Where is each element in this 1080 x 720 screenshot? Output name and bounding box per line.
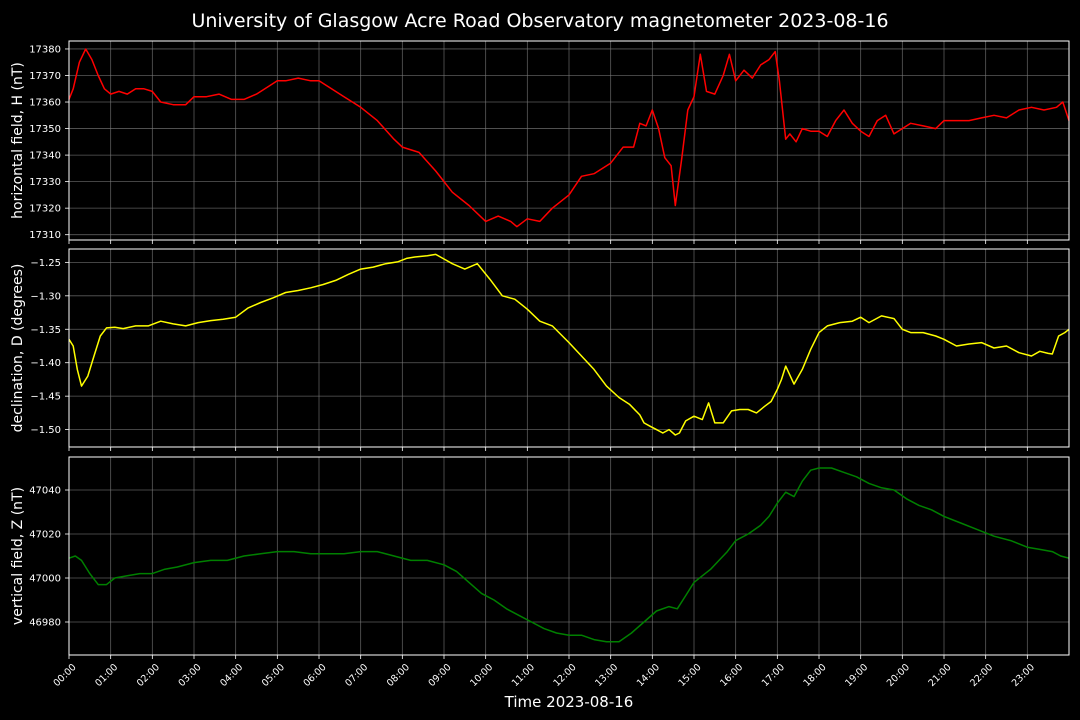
time-tick-label: 15:00	[677, 662, 704, 689]
horizontal-field-ytick-label: 17380	[29, 44, 61, 55]
horizontal-field-panel: 17310 17320 17330 17340 17350 17360 17370 17380…	[10, 40, 1070, 244]
vertical-field-ylabel: vertical field, Z (nT)	[10, 487, 26, 625]
time-tick-label: 13:00	[593, 662, 620, 689]
declination-frame	[68, 248, 1070, 448]
declination-ylabel: declination, D (degrees)	[10, 264, 26, 433]
time-tick-label: 14:00	[635, 662, 662, 689]
declination-ytick-label: −1.35	[30, 325, 61, 336]
time-tick-label: 01:00	[93, 662, 120, 689]
horizontal-field-ylabel: horizontal field, H (nT)	[10, 62, 26, 219]
time-tick-label: 07:00	[343, 662, 370, 689]
horizontal-field-ytick-label: 17310	[29, 230, 61, 241]
declination-ytick-label: −1.25	[30, 258, 61, 269]
time-tick-label: 06:00	[302, 662, 329, 689]
vertical-field-series-line	[68, 467, 1070, 643]
vertical-field-frame	[68, 456, 1070, 656]
vertical-field-ytick-label: 47040	[29, 486, 61, 497]
time-axis-ticks: 00:00 01:00 02:00 03:00 04:00 05:00 06:00 07:00…	[52, 662, 1037, 689]
declination-panel: −1.50 −1.45 −1.40 −1.35 −1.30 −1.25 declinatio…	[10, 248, 1070, 451]
declination-ytick-label: −1.50	[30, 425, 61, 436]
horizontal-field-ytick-label: 17330	[29, 177, 61, 188]
horizontal-field-frame	[68, 40, 1070, 241]
time-tick-label: 04:00	[218, 662, 245, 689]
time-tick-label: 19:00	[843, 662, 870, 689]
time-tick-label: 03:00	[177, 662, 204, 689]
time-tick-label: 02:00	[135, 662, 162, 689]
time-axis-label: Time 2023-08-16	[504, 693, 634, 711]
time-tick-label: 16:00	[718, 662, 745, 689]
horizontal-field-ytick-label: 17340	[29, 151, 61, 162]
vertical-field-ytick-label: 46980	[29, 618, 61, 629]
time-tick-label: 12:00	[552, 662, 579, 689]
horizontal-field-series-line	[68, 48, 1070, 228]
time-tick-label: 22:00	[968, 662, 995, 689]
time-tick-label: 21:00	[927, 662, 954, 689]
time-tick-label: 18:00	[802, 662, 829, 689]
time-tick-label: 05:00	[260, 662, 287, 689]
horizontal-field-ytick-label: 17370	[29, 71, 61, 82]
declination-ytick-label: −1.30	[30, 291, 61, 302]
vertical-field-ytick-label: 47000	[29, 574, 61, 585]
declination-series-line	[68, 253, 1070, 436]
horizontal-field-ytick-label: 17320	[29, 204, 61, 215]
time-tick-label: 08:00	[385, 662, 412, 689]
time-tick-label: 17:00	[760, 662, 787, 689]
horizontal-field-ytick-label: 17360	[29, 98, 61, 109]
time-tick-label: 09:00	[427, 662, 454, 689]
horizontal-field-ytick-label: 17350	[29, 124, 61, 135]
time-tick-label: 00:00	[52, 662, 79, 689]
declination-ytick-label: −1.40	[30, 358, 61, 369]
chart-title: University of Glasgow Acre Road Observat…	[191, 10, 889, 32]
time-tick-label: 10:00	[468, 662, 495, 689]
time-tick-label: 20:00	[885, 662, 912, 689]
time-tick-label: 23:00	[1010, 662, 1037, 689]
time-tick-label: 11:00	[510, 662, 537, 689]
declination-ytick-label: −1.45	[30, 392, 61, 403]
vertical-field-ytick-label: 47020	[29, 530, 61, 541]
